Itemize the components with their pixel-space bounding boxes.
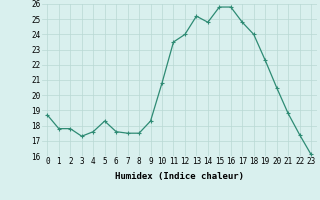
X-axis label: Humidex (Indice chaleur): Humidex (Indice chaleur) <box>115 172 244 181</box>
